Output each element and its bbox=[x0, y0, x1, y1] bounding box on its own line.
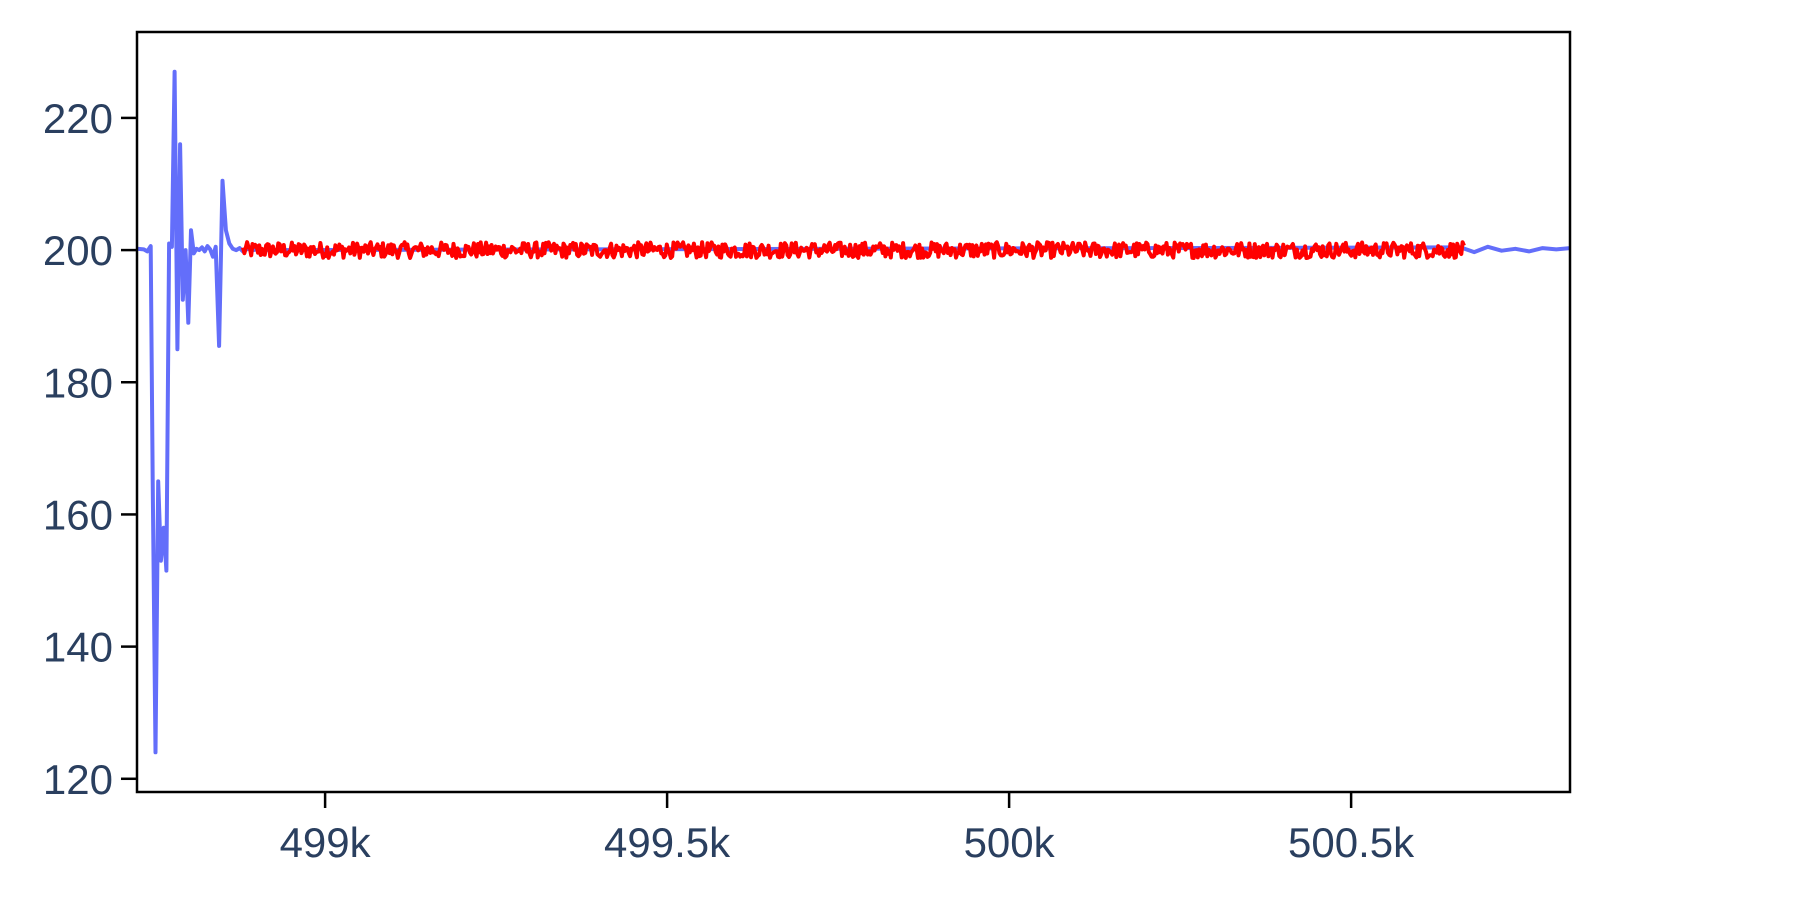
y-tick-label: 220 bbox=[43, 95, 113, 142]
x-axis: 499k 499.5k 500k 500.5k bbox=[280, 792, 1415, 866]
y-tick-label: 200 bbox=[43, 227, 113, 274]
y-tick-label: 180 bbox=[43, 359, 113, 406]
x-tick-label: 499k bbox=[280, 819, 372, 866]
y-tick-label: 120 bbox=[43, 756, 113, 803]
y-axis: 120 140 160 180 200 220 bbox=[43, 95, 137, 803]
series-line-red bbox=[241, 240, 1466, 260]
plot-frame bbox=[135, 30, 1572, 794]
plot-area bbox=[137, 69, 1570, 755]
x-tick-label: 500k bbox=[964, 819, 1056, 866]
x-tick-label: 499.5k bbox=[604, 819, 731, 866]
y-tick-label: 140 bbox=[43, 624, 113, 671]
y-tick-label: 160 bbox=[43, 491, 113, 538]
x-tick-label: 500.5k bbox=[1288, 819, 1415, 866]
